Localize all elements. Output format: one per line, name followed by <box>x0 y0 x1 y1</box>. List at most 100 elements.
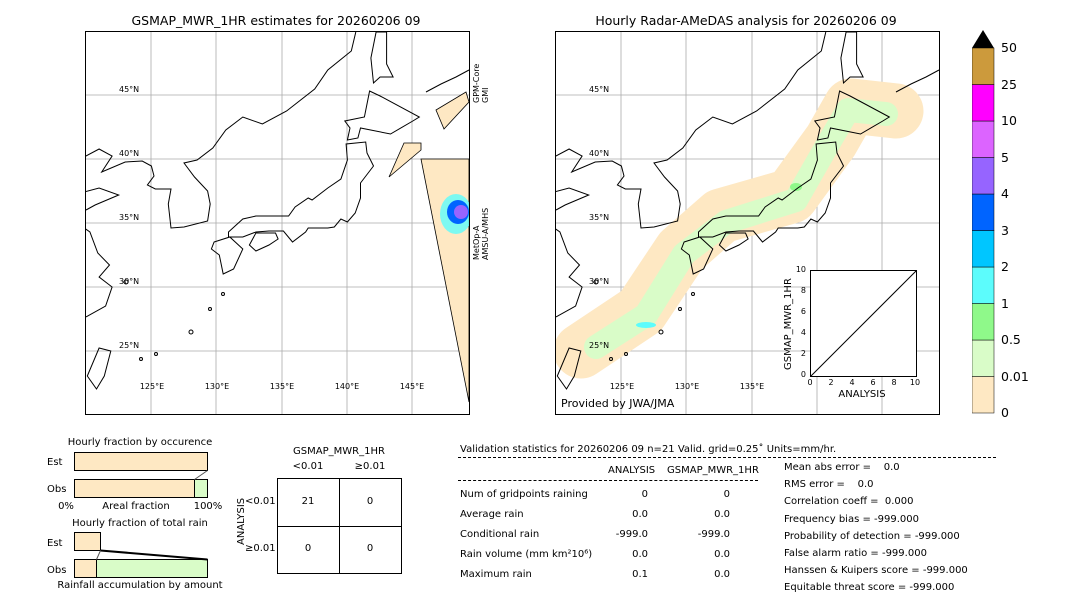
col-gsmap: GSMAP_MWR_1HR <box>667 465 759 476</box>
colorbar-label: 10 <box>1001 113 1017 128</box>
x-axis-label: Areal fraction <box>102 501 170 512</box>
obs-bar-rain <box>96 559 208 578</box>
colorbar-extend-arrow <box>972 30 994 48</box>
swath-gmi-2 <box>388 142 422 178</box>
est-bar <box>74 452 208 471</box>
inset-x-tick: 0 <box>807 378 813 387</box>
colorbar-label: 1 <box>1001 295 1009 311</box>
stat-analysis-value: 0 <box>641 489 648 500</box>
row-header: ≥0.01 <box>245 543 276 554</box>
stat-gsmap-value: 0.0 <box>714 509 730 520</box>
score-item: Equitable threat score = -999.000 <box>784 582 955 594</box>
right-map-canvas <box>556 32 939 414</box>
colorbar-label: 0.5 <box>1001 332 1021 347</box>
inset-y-tick: 10 <box>795 265 806 274</box>
left-map-canvas <box>86 32 469 414</box>
stat-analysis-value: 0.1 <box>632 569 648 580</box>
inset-x-tick: 2 <box>828 378 834 387</box>
colorbar-label: 0 <box>1001 405 1009 420</box>
lon-label: 125°E <box>139 382 165 391</box>
lon-label: 135°E <box>269 382 295 391</box>
sensor-label-amsu: MetOp-A AMSU-A/MHS <box>472 207 490 260</box>
obs-bar-rain <box>194 479 208 498</box>
lat-label: 45°N <box>589 85 610 94</box>
lat-label: 35°N <box>119 213 140 222</box>
stat-gsmap-value: 0.0 <box>714 549 730 560</box>
colorbar-label: 0.01 <box>1001 368 1029 384</box>
sensor-label-gmi: GPM-Core GMI <box>472 63 490 103</box>
lon-label: 130°E <box>204 382 230 391</box>
score-item: Probability of detection = -999.000 <box>784 530 960 542</box>
swath-gmi <box>435 91 469 130</box>
stat-gsmap-value: 0.0 <box>714 569 730 580</box>
occurrence-chart <box>74 452 208 498</box>
cell-hit: 0 <box>366 543 374 554</box>
lat-label: 25°N <box>119 341 140 350</box>
diagonal-line <box>810 270 917 377</box>
colorbar-label: 3 <box>1001 222 1009 238</box>
stat-analysis-value: 0.0 <box>632 509 648 520</box>
colorbar-segment <box>971 84 995 122</box>
cell-miss: 0 <box>304 543 312 554</box>
cell-false-alarm: 0 <box>366 496 374 507</box>
colorbar-segment <box>971 193 995 231</box>
contingency-grid <box>277 478 402 574</box>
lat-label: 25°N <box>589 341 610 350</box>
inset-ylabel: GSMAP_MWR_1HR <box>783 278 794 370</box>
lon-label: 130°E <box>674 382 700 391</box>
obs-bar <box>74 479 195 498</box>
colorbar-label: 25 <box>1001 76 1017 92</box>
stat-gsmap-value: 0 <box>723 489 730 500</box>
total-rain-xlabel: Rainfall accumulation by amount <box>57 580 223 591</box>
colorbar-label: 2 <box>1001 259 1009 274</box>
inset-x-tick: 6 <box>870 378 876 387</box>
inset-scatter-plot <box>810 270 917 377</box>
total-rain-chart <box>74 532 208 578</box>
obs-bar <box>74 559 97 578</box>
x-max-label: 100% <box>193 501 223 512</box>
lon-label: 145°E <box>399 382 425 391</box>
lat-label: 30°N <box>589 277 610 286</box>
stat-row-label: Maximum rain <box>460 569 532 580</box>
score-item: Hanssen & Kuipers score = -999.000 <box>784 565 968 577</box>
row-header: <0.01 <box>245 496 276 507</box>
colorbar-label: 5 <box>1001 149 1009 165</box>
lat-label: 40°N <box>589 149 610 158</box>
colorbar-segment <box>971 47 995 85</box>
stat-row-label: Average rain <box>460 509 524 520</box>
right-map-title: Hourly Radar-AMeDAS analysis for 2026020… <box>595 13 897 28</box>
est-label: Est <box>47 457 63 468</box>
stat-analysis-value: -999.0 <box>615 529 648 540</box>
lon-label: 135°E <box>739 382 765 391</box>
lon-label: 140°E <box>334 382 360 391</box>
stat-row-label: Rain volume (mm km²10⁶) <box>460 549 593 560</box>
lon-label: 125°E <box>609 382 635 391</box>
colorbar-segment <box>971 303 995 341</box>
light-rain-area <box>584 98 898 359</box>
lat-label: 30°N <box>119 277 140 286</box>
inset-x-tick: 4 <box>849 378 855 387</box>
lat-label: 35°N <box>589 213 610 222</box>
credit-text: Provided by JWA/JMA <box>561 397 675 410</box>
colorbar-segment <box>971 339 995 377</box>
inset-x-tick: 10 <box>909 378 921 387</box>
occurrence-title: Hourly fraction by occurence <box>67 437 213 448</box>
colorbar-segment <box>971 266 995 304</box>
inset-y-tick: 6 <box>800 307 806 316</box>
inset-y-tick: 4 <box>800 328 806 337</box>
colorbar-segment <box>971 230 995 268</box>
stat-row-label: Num of gridpoints raining <box>460 489 588 500</box>
inset-y-tick: 0 <box>800 370 806 379</box>
col-header: ≥0.01 <box>354 461 386 472</box>
left-map <box>85 31 470 415</box>
score-item: RMS error = 0.0 <box>784 479 874 491</box>
est-bar <box>74 532 101 551</box>
colorbar-label: 50 <box>1001 40 1017 55</box>
lat-label: 45°N <box>119 85 140 94</box>
score-item: False alarm ratio = -999.000 <box>784 548 927 559</box>
total-rain-title: Hourly fraction of total rain <box>72 518 208 529</box>
right-map <box>555 31 940 415</box>
colorbar-segment <box>971 157 995 195</box>
cell-hit-none: 21 <box>301 496 315 507</box>
inset-y-tick: 8 <box>800 286 806 295</box>
